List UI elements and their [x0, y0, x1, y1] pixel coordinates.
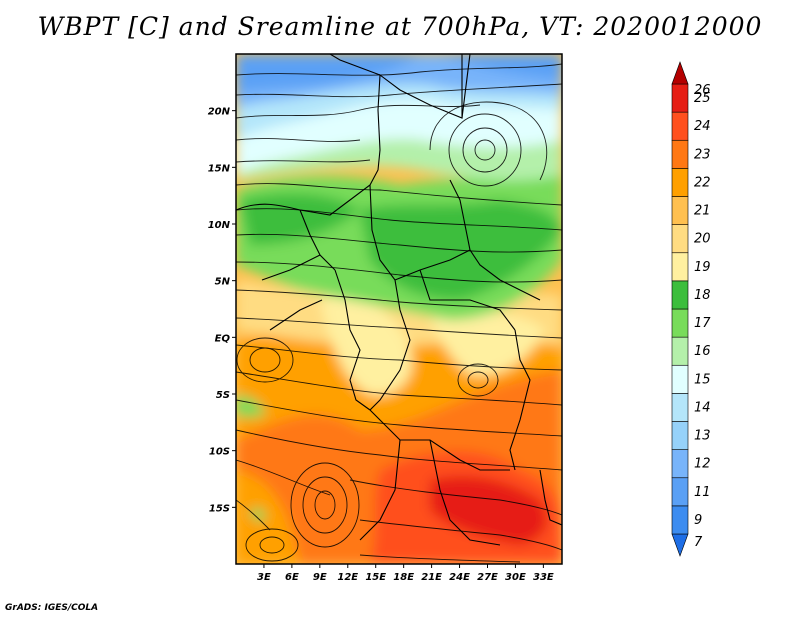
wbpt-field	[236, 54, 562, 564]
colorbar-swatch	[671, 224, 689, 254]
lon-tick-label: 9E	[313, 572, 327, 583]
colorbar-swatch	[671, 111, 689, 141]
lon-tick-label: 30E	[505, 572, 526, 583]
colorbar-label: 22	[694, 175, 711, 190]
colorbar-swatch	[671, 196, 689, 225]
lat-tick-label: EQ	[215, 333, 231, 344]
lat-tick-label: 20N	[208, 107, 231, 118]
colorbar-swatch	[671, 139, 689, 169]
colorbar-label: 24	[694, 119, 711, 134]
lat-tick-label: 10N	[208, 220, 231, 231]
colorbar-label: 17	[694, 316, 711, 331]
colorbar-swatch	[671, 252, 689, 282]
colorbar-swatch	[671, 364, 689, 394]
colorbar-label: 18	[694, 288, 711, 303]
lon-tick-label: 27E	[477, 572, 498, 583]
longitude-axis: 3E 6E 9E 12E 15E 18E 21E 24E 27E 30E 33E	[257, 564, 554, 583]
footer-credit: GrADS: IGES/COLA	[5, 603, 99, 613]
latitude-axis: 20N 15N 10N 5N EQ 5S 10S 15S	[208, 107, 236, 514]
lon-tick-label: 18E	[393, 572, 414, 583]
colorbar-label: 14	[694, 400, 711, 415]
colorbar-swatch	[671, 393, 689, 422]
colorbar-label: 9	[694, 513, 702, 528]
colorbar-swatch	[671, 168, 689, 197]
map-frame	[235, 53, 563, 565]
lon-tick-label: 12E	[337, 572, 358, 583]
colorbar-swatch	[671, 336, 689, 366]
lon-tick-label: 15E	[365, 572, 386, 583]
colorbar-swatch	[671, 421, 689, 450]
lon-tick-label: 21E	[421, 572, 442, 583]
colorbar-label: 16	[694, 344, 711, 359]
colorbar-swatch	[671, 308, 689, 338]
colorbar-swatch	[671, 449, 689, 479]
colorbar-label: 7	[694, 535, 703, 550]
lat-tick-label: 5N	[215, 277, 231, 288]
colorbar-label: 25	[694, 91, 711, 106]
colorbar-swatch	[671, 61, 689, 85]
lon-tick-label: 6E	[285, 572, 299, 583]
colorbar-label: 23	[694, 147, 711, 162]
colorbar-label: 12	[694, 457, 711, 472]
colorbar-label: 21	[694, 204, 711, 219]
colorbar-swatch	[671, 505, 689, 535]
colorbar-label: 13	[694, 429, 711, 444]
colorbar-label: 11	[694, 485, 711, 500]
colorbar-label: 26	[694, 83, 711, 98]
page-title: WBPT [C] and Sreamline at 700hPa, VT: 20…	[37, 12, 763, 41]
lon-tick-label: 24E	[449, 572, 470, 583]
colorbar-swatch	[671, 533, 689, 557]
lon-tick-label: 33E	[533, 572, 554, 583]
lat-tick-label: 5S	[216, 390, 230, 401]
colorbar-swatch	[671, 477, 689, 507]
colorbar-swatch	[671, 280, 689, 310]
lon-tick-label: 3E	[257, 572, 271, 583]
colorbar-swatch	[671, 83, 689, 113]
colorbar-label: 20	[694, 232, 711, 247]
country-borders	[236, 54, 562, 546]
colorbar-label: 19	[694, 260, 711, 275]
lat-tick-label: 15S	[209, 503, 230, 514]
lat-tick-label: 10S	[209, 447, 230, 458]
lat-tick-label: 15N	[208, 163, 231, 174]
colorbar-label: 15	[694, 372, 711, 387]
streamlines	[236, 63, 562, 563]
